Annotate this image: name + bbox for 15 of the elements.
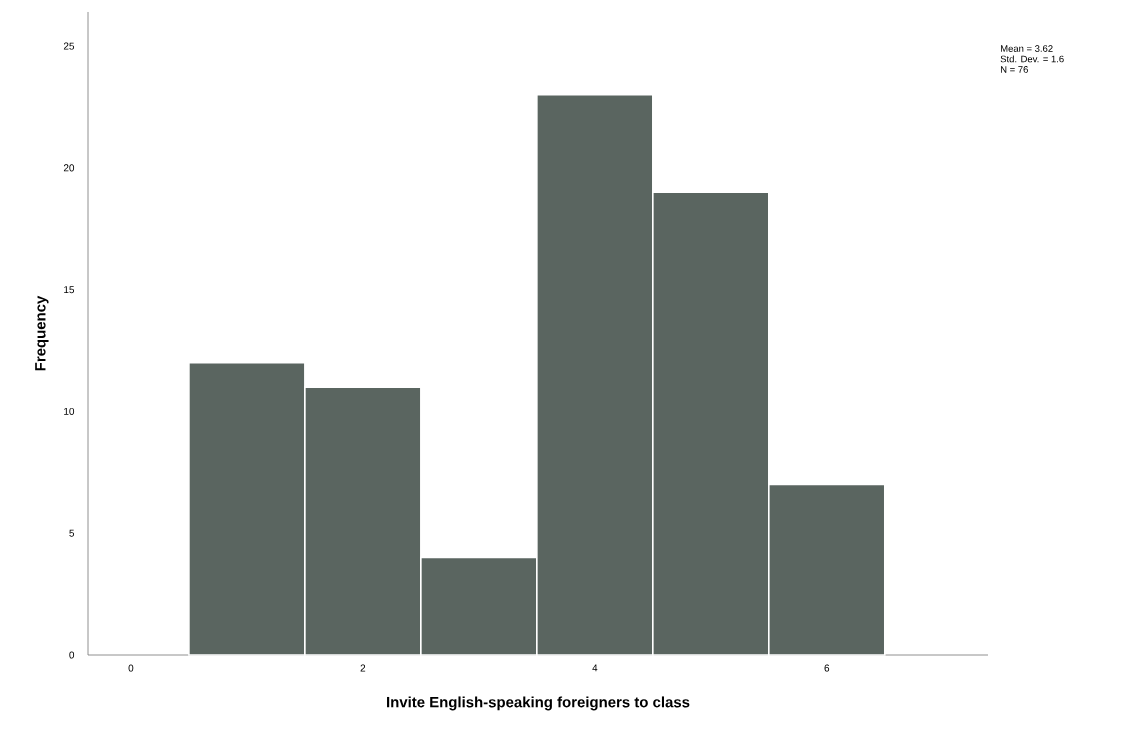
- y-tick-label: 10: [64, 407, 75, 415]
- y-tick-label: 25: [63, 42, 75, 50]
- y-tick-label: 20: [63, 164, 75, 172]
- text: Mean = 3.62: [1000, 45, 1053, 52]
- text: N = 76: [1000, 66, 1028, 73]
- text: Std. Dev. = 1.6: [1000, 55, 1064, 63]
- x-tick-label: 4: [592, 664, 598, 672]
- x-axis-title: Invite English-speaking foreigners to class: [387, 696, 690, 711]
- x-tick-label: 0: [128, 664, 134, 672]
- y-tick-label: 15: [64, 286, 75, 294]
- y-axis-title: Frequency: [35, 295, 49, 371]
- x-tick-label: 2: [360, 664, 366, 672]
- y-tick-label: 5: [69, 529, 75, 537]
- y-tick-label: 0: [69, 651, 75, 659]
- x-tick-label: 6: [824, 664, 830, 672]
